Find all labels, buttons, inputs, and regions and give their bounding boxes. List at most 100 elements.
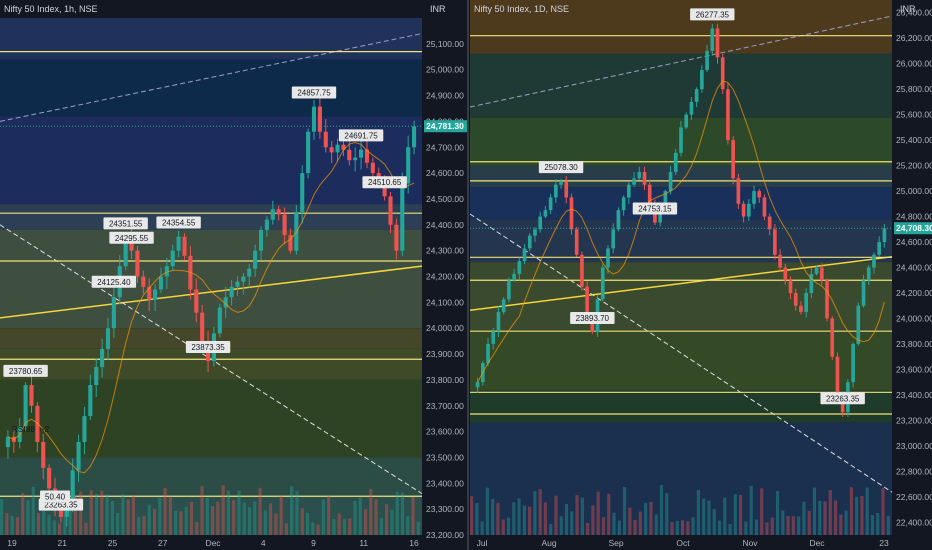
candle xyxy=(689,101,694,115)
volume-bar xyxy=(15,517,19,535)
volume-bar xyxy=(358,497,362,535)
candle xyxy=(512,273,516,281)
price-axis xyxy=(424,0,468,550)
x-tick-label: Sep xyxy=(608,538,623,548)
time-axis xyxy=(470,535,892,550)
y-tick-label: 24,200.00 xyxy=(896,288,932,298)
volume-bar xyxy=(327,495,331,535)
candle xyxy=(329,147,334,153)
candle xyxy=(270,209,275,220)
y-tick-label: 24,600.00 xyxy=(426,168,464,178)
volume-bar xyxy=(628,507,632,535)
last-price-tag xyxy=(424,120,468,133)
volume-bar xyxy=(528,506,532,535)
y-tick-label: 23,400.00 xyxy=(426,478,464,488)
volume-bar xyxy=(564,503,569,535)
candle xyxy=(253,250,258,269)
zone-band xyxy=(0,229,422,329)
volume-bar xyxy=(332,519,336,535)
volume-bar xyxy=(707,500,711,535)
candle xyxy=(475,382,480,388)
volume-bar xyxy=(189,501,194,535)
volume-bar xyxy=(601,517,606,535)
volume-bar xyxy=(881,488,885,535)
volume-bar xyxy=(833,500,838,535)
volume-bar xyxy=(216,501,220,535)
candle xyxy=(694,89,699,102)
volume-bar xyxy=(712,509,716,535)
candle xyxy=(788,280,793,293)
candle xyxy=(306,131,311,174)
y-tick-label: 26,000.00 xyxy=(896,59,932,69)
volume-bar xyxy=(84,522,88,535)
volume-bar xyxy=(554,495,558,535)
y-tick-label: 23,300.00 xyxy=(426,504,464,514)
candle xyxy=(194,289,199,313)
candle xyxy=(606,248,610,268)
candle xyxy=(164,266,169,277)
x-tick-label: Dec xyxy=(809,538,825,548)
annotation-label: 24354.55 xyxy=(162,219,196,228)
candle xyxy=(668,171,673,192)
volume-bar xyxy=(823,501,827,535)
chart-title: Nifty 50 Index, 1D, NSE xyxy=(474,4,569,14)
chart-panel-1: 24857.75 24691.75 24351.55 24354.55 24510.65… xyxy=(0,0,468,550)
volume-bar xyxy=(116,512,120,535)
x-tick-label: 19 xyxy=(7,538,17,548)
candle xyxy=(637,171,642,179)
candle xyxy=(642,171,647,185)
candle xyxy=(580,254,584,287)
candle xyxy=(804,292,808,313)
volume-bar xyxy=(211,506,215,535)
candle xyxy=(543,210,548,217)
volume-bar xyxy=(670,522,674,535)
candle xyxy=(341,144,346,150)
candle xyxy=(851,343,855,383)
y-tick-label: 25,100.00 xyxy=(426,39,464,49)
candle xyxy=(773,229,777,255)
overlay-text: RSI xyxy=(12,425,25,434)
volume-bar xyxy=(68,501,72,535)
chart-title: Nifty 50 Index, 1h, NSE xyxy=(4,4,98,14)
volume-bar xyxy=(200,486,204,535)
time-axis xyxy=(0,535,422,550)
volume-bar xyxy=(263,510,267,535)
annotation-box xyxy=(362,176,407,189)
volume-bar xyxy=(100,490,104,535)
candle xyxy=(35,405,40,442)
annotation-box xyxy=(338,129,384,142)
y-tick-label: 26,200.00 xyxy=(896,33,932,43)
volume-bar xyxy=(152,508,157,535)
overlay-text: 88 xyxy=(26,425,35,434)
volume-bar xyxy=(570,511,574,535)
volume-bar xyxy=(517,498,521,535)
candle xyxy=(129,237,134,251)
annotation-label: 24753.15 xyxy=(638,205,672,214)
chart-panel-2: 26277.35 25078.30 24753.15 23893.70 23263.35… xyxy=(469,0,932,550)
annotation-box xyxy=(820,392,865,405)
volume-bar xyxy=(633,519,637,535)
volume-bar xyxy=(385,504,389,535)
volume-bar xyxy=(860,496,864,535)
y-tick-label: 23,900.00 xyxy=(426,349,464,359)
y-tick-label: 25,200.00 xyxy=(896,161,932,171)
candle xyxy=(400,183,405,251)
volume-bar xyxy=(681,520,685,535)
volume-bar xyxy=(269,503,273,535)
volume-bar xyxy=(538,489,542,535)
candle xyxy=(88,385,93,417)
candle xyxy=(406,147,411,184)
volume-bar xyxy=(47,514,51,535)
volume-bar xyxy=(247,507,252,535)
volume-bar xyxy=(168,496,172,535)
candle xyxy=(288,235,293,251)
candle xyxy=(590,318,595,333)
zone-band xyxy=(0,59,422,117)
candle xyxy=(5,436,11,448)
volume-bar xyxy=(696,490,700,535)
volume-bar xyxy=(654,514,658,535)
volume-bar xyxy=(480,521,484,535)
volume-bar xyxy=(5,513,9,535)
volume-bar xyxy=(390,509,394,535)
candle xyxy=(282,214,287,236)
